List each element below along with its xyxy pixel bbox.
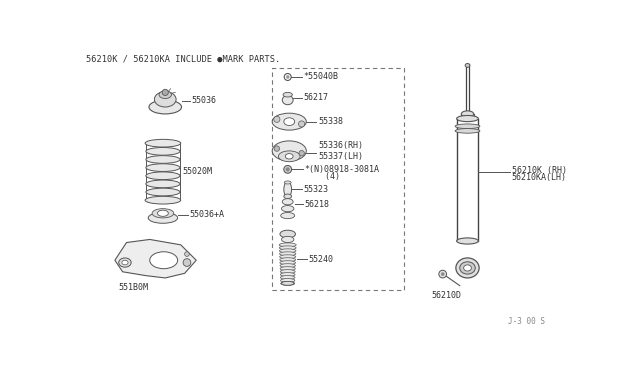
Ellipse shape: [283, 92, 292, 97]
Ellipse shape: [145, 140, 180, 147]
Ellipse shape: [280, 267, 295, 270]
Ellipse shape: [281, 282, 294, 285]
Circle shape: [183, 259, 191, 266]
Circle shape: [286, 167, 290, 171]
Ellipse shape: [280, 273, 295, 276]
Ellipse shape: [284, 195, 291, 198]
Ellipse shape: [455, 129, 480, 133]
Ellipse shape: [279, 246, 296, 250]
Ellipse shape: [460, 262, 476, 274]
Circle shape: [162, 89, 168, 96]
Text: 55338: 55338: [318, 117, 343, 126]
Text: *(N)08918-3081A: *(N)08918-3081A: [305, 165, 380, 174]
Ellipse shape: [146, 147, 180, 155]
Ellipse shape: [159, 91, 172, 99]
Ellipse shape: [272, 113, 307, 130]
Text: 56210K / 56210KA INCLUDE ●MARK PARTS.: 56210K / 56210KA INCLUDE ●MARK PARTS.: [86, 54, 280, 63]
Ellipse shape: [146, 155, 180, 163]
Ellipse shape: [282, 199, 293, 205]
Ellipse shape: [285, 154, 293, 159]
Text: 55240: 55240: [308, 255, 333, 264]
Circle shape: [274, 146, 280, 151]
Ellipse shape: [146, 172, 180, 180]
Ellipse shape: [280, 279, 295, 282]
Ellipse shape: [280, 252, 296, 256]
Ellipse shape: [157, 210, 168, 217]
Text: 55020M: 55020M: [182, 167, 212, 176]
Text: 56210KA(LH): 56210KA(LH): [511, 173, 566, 182]
Ellipse shape: [282, 96, 293, 105]
Ellipse shape: [457, 115, 478, 122]
Text: 55323: 55323: [303, 185, 328, 194]
Ellipse shape: [455, 124, 480, 129]
Ellipse shape: [284, 118, 294, 125]
Ellipse shape: [152, 209, 174, 218]
Ellipse shape: [456, 258, 479, 278]
Circle shape: [284, 166, 292, 173]
Text: 55036: 55036: [191, 96, 216, 105]
Text: 56217: 56217: [303, 93, 328, 102]
Ellipse shape: [284, 182, 292, 197]
Text: 56210K (RH): 56210K (RH): [511, 166, 566, 174]
Circle shape: [298, 121, 305, 127]
Ellipse shape: [122, 260, 128, 265]
Circle shape: [299, 151, 305, 156]
Ellipse shape: [461, 111, 474, 117]
Ellipse shape: [280, 249, 296, 253]
Ellipse shape: [149, 100, 182, 114]
Ellipse shape: [279, 243, 296, 247]
Ellipse shape: [280, 230, 296, 238]
Text: 551B0M: 551B0M: [119, 283, 148, 292]
Ellipse shape: [150, 252, 178, 269]
Ellipse shape: [145, 196, 180, 204]
Ellipse shape: [282, 206, 294, 212]
Ellipse shape: [280, 261, 296, 264]
Ellipse shape: [284, 194, 292, 199]
Text: 56218: 56218: [305, 199, 330, 209]
Ellipse shape: [463, 265, 472, 271]
Ellipse shape: [465, 64, 470, 67]
Circle shape: [184, 252, 189, 256]
Ellipse shape: [280, 276, 295, 279]
Text: 55036+A: 55036+A: [189, 210, 224, 219]
Ellipse shape: [146, 164, 180, 171]
Polygon shape: [115, 240, 196, 278]
Circle shape: [441, 273, 444, 276]
Ellipse shape: [281, 212, 294, 219]
Circle shape: [274, 116, 280, 122]
Ellipse shape: [284, 181, 291, 184]
Ellipse shape: [280, 255, 296, 259]
Circle shape: [439, 270, 447, 278]
Text: 55336(RH)
55337(LH): 55336(RH) 55337(LH): [318, 141, 363, 161]
Ellipse shape: [280, 270, 295, 273]
Ellipse shape: [119, 258, 131, 267]
Ellipse shape: [146, 188, 180, 196]
Bar: [272, 68, 404, 289]
Ellipse shape: [280, 264, 296, 267]
Ellipse shape: [272, 141, 307, 161]
Ellipse shape: [148, 212, 178, 223]
Ellipse shape: [278, 151, 300, 162]
Text: 56210D: 56210D: [431, 291, 461, 300]
Ellipse shape: [280, 258, 296, 262]
Text: *55040B: *55040B: [303, 73, 338, 81]
Ellipse shape: [146, 180, 180, 188]
Ellipse shape: [457, 238, 478, 244]
Circle shape: [286, 76, 289, 78]
Ellipse shape: [154, 92, 176, 107]
Ellipse shape: [282, 236, 294, 243]
Text: (4): (4): [305, 172, 340, 181]
Text: J-3 00 S: J-3 00 S: [508, 317, 545, 326]
Ellipse shape: [282, 281, 294, 285]
